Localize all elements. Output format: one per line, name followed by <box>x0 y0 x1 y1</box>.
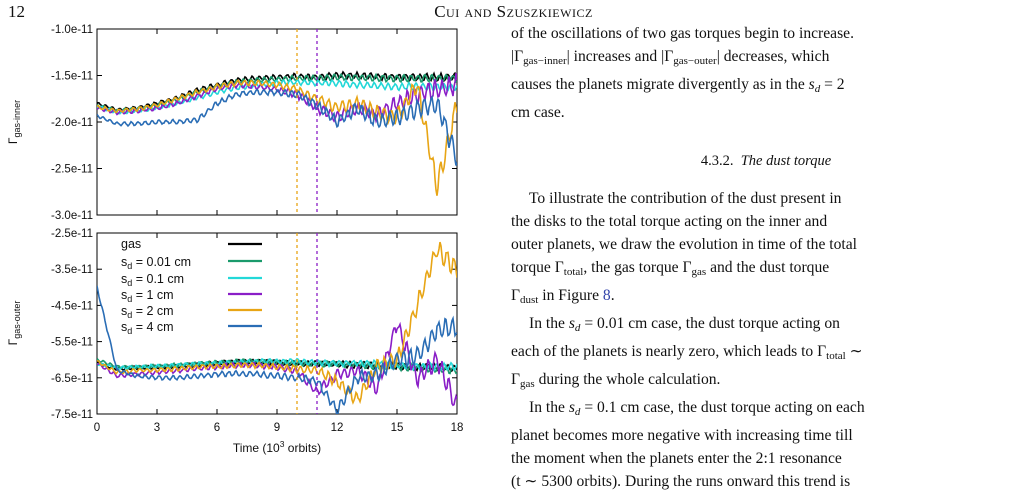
torque-figure: -1.0e-11 -1.5e-11 -2.0e-11 -2.5e-11 -3.0e-11… <box>0 0 490 495</box>
legend-label-sd-2: sd = 1 cm <box>121 288 174 304</box>
top-panel: -1.0e-11 -1.5e-11 -2.0e-11 -2.5e-11 -3.0e-11 <box>51 24 458 222</box>
legend-label-gas: gas <box>121 237 141 251</box>
series-line-0-5 <box>97 88 457 166</box>
y-tick-label-1-1: -3.5e-11 <box>51 264 93 276</box>
x-axis-label: Time (103 orbits) <box>233 439 321 455</box>
legend-label-sd-1: sd = 0.1 cm <box>121 272 184 288</box>
y-tick-label-0-3: -2.5e-11 <box>51 164 93 176</box>
figure-8-link[interactable]: 8 <box>602 287 611 304</box>
legend: gas sd = 0.01 cm sd = 0.1 cm sd = 1 cm s… <box>121 237 262 336</box>
y-tick-label-0-0: -1.0e-11 <box>51 24 93 36</box>
series-line-1-4 <box>97 241 457 405</box>
body-text-column: of the oscillations of two gas torques b… <box>511 22 1021 493</box>
paragraph-4: In the sd = 0.1 cm case, the dust torque… <box>511 399 865 490</box>
page-number: 12 <box>8 2 25 21</box>
y-tick-label-1-2: -4.5e-11 <box>51 300 93 312</box>
bottom-panel: -2.5e-11 -3.5e-11 -4.5e-11 -5.5e-11 -6.5e-11… <box>51 228 463 434</box>
x-tick-label-5: 15 <box>391 422 404 434</box>
series-line-0-4 <box>97 78 457 196</box>
series-group-0 <box>97 70 457 196</box>
paragraph-3: In the sd = 0.01 cm case, the dust torqu… <box>511 315 863 390</box>
bottom-ylabel: Γgas-outer <box>6 301 22 346</box>
x-tick-label-6: 18 <box>451 422 464 434</box>
x-tick-label-1: 3 <box>154 422 160 434</box>
y-tick-label-1-3: -5.5e-11 <box>51 337 93 349</box>
y-tick-label-1-4: -6.5e-11 <box>51 373 93 385</box>
series-group-1 <box>97 241 457 414</box>
series-line-1-2 <box>97 357 457 372</box>
y-tick-label-1-0: -2.5e-11 <box>51 228 93 240</box>
legend-label-sd-0: sd = 0.01 cm <box>121 255 191 271</box>
page-header: 12 Cui and Szuszkiewicz <box>0 0 1027 30</box>
series-line-1-5 <box>97 285 457 414</box>
running-head: Cui and Szuszkiewicz <box>434 2 593 21</box>
x-tick-label-0: 0 <box>94 422 100 434</box>
y-tick-label-0-2: -2.0e-11 <box>51 117 93 129</box>
paragraph-2: To illustrate the contribution of the du… <box>511 190 858 306</box>
y-tick-label-0-1: -1.5e-11 <box>51 71 93 83</box>
paragraph-1: of the oscillations of two gas torques b… <box>511 25 854 121</box>
y-tick-label-0-4: -3.0e-11 <box>51 210 93 222</box>
x-tick-label-2: 6 <box>214 422 220 434</box>
legend-label-sd-4: sd = 4 cm <box>121 320 174 336</box>
x-tick-label-3: 9 <box>274 422 280 434</box>
top-ylabel: Γgas-inner <box>6 100 22 144</box>
legend-label-sd-3: sd = 2 cm <box>121 304 174 320</box>
torque-chart: -1.0e-11 -1.5e-11 -2.0e-11 -2.5e-11 -3.0e-11… <box>6 24 463 455</box>
section-heading: 4.3.2. The dust torque <box>700 153 832 169</box>
y-tick-label-1-5: -7.5e-11 <box>51 409 93 421</box>
x-tick-label-4: 12 <box>331 422 344 434</box>
